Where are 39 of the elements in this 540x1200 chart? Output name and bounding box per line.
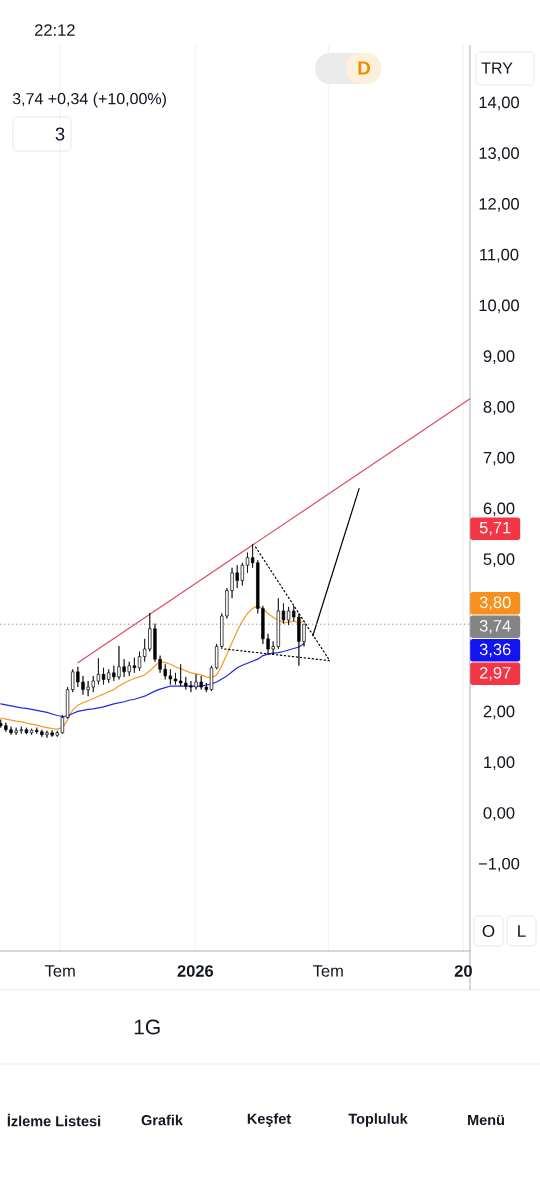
y-tick-label: 13,00 — [479, 147, 519, 161]
text: 1G — [134, 1019, 160, 1035]
candlestick — [245, 552, 250, 574]
y-tick-label: 8,00 — [483, 401, 515, 415]
text: 22:12 — [35, 24, 75, 36]
text: 3,36 — [479, 643, 511, 658]
text: O — [482, 924, 495, 938]
y-tick-label: 11,00 — [480, 248, 519, 263]
text: Keşfet — [247, 1113, 291, 1127]
ref-line-label: 3,74 — [479, 619, 511, 634]
y-axis-title: TRY — [481, 62, 513, 74]
y-tick-label: 10,00 — [479, 299, 519, 314]
candlestick — [173, 672, 178, 685]
x-tick-label: 20 — [454, 965, 472, 977]
text: İzleme Listesi — [7, 1113, 101, 1127]
y-tick-label: 2,00 — [483, 705, 515, 720]
x-tick-label: Tem — [45, 965, 75, 977]
text: 5,71 — [479, 521, 511, 536]
text: Grafik — [141, 1114, 183, 1126]
y-tick-label: 12,00 — [479, 198, 519, 212]
y-tick-label: 1,00 — [484, 756, 515, 771]
annotation: 3,74 +0,34 (+10,00%) — [12, 92, 166, 108]
candlestick — [209, 665, 214, 692]
text: 3,80 — [479, 596, 511, 611]
y-tick-label: 5,00 — [483, 553, 515, 567]
text: Topluluk — [348, 1113, 408, 1127]
y-tick-label: 7,00 — [483, 451, 515, 466]
x-tick-label: Tem — [313, 965, 343, 977]
y-tick-label: 0,00 — [483, 807, 515, 821]
annotation: 3 — [55, 127, 65, 141]
x-tick-label: 2026 — [177, 965, 214, 977]
text: L — [518, 925, 526, 937]
annotation: D — [358, 61, 371, 75]
y-tick-label: 14,00 — [479, 96, 519, 111]
y-tick-label: 9,00 — [483, 350, 515, 364]
text: 2,97 — [479, 666, 511, 681]
y-tick-label: −1,00 — [478, 857, 520, 872]
text: Menü — [468, 1114, 504, 1126]
y-tick-label: 6,00 — [483, 502, 515, 517]
